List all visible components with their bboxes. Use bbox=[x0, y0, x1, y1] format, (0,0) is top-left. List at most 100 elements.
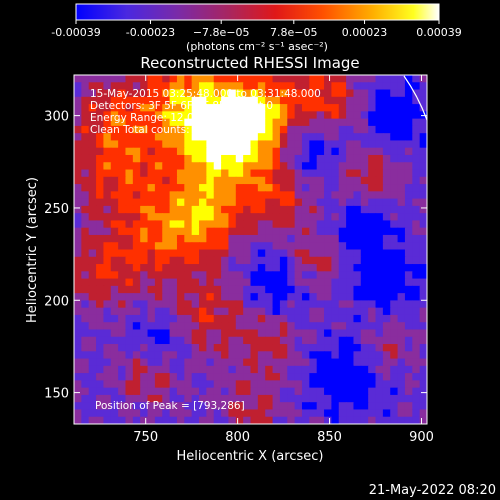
heatmap-cell bbox=[404, 278, 413, 287]
heatmap-cell bbox=[154, 373, 163, 381]
heatmap-cell bbox=[265, 147, 274, 156]
heatmap-cell bbox=[390, 75, 399, 83]
info-line-energy: Energy Range: 12.0 - 25.0 keV bbox=[90, 112, 251, 124]
heatmap-cell bbox=[184, 118, 193, 127]
heatmap-cell bbox=[309, 227, 318, 236]
heatmap bbox=[74, 75, 427, 424]
heatmap-cell bbox=[294, 416, 303, 424]
heatmap-cell bbox=[132, 147, 141, 156]
heatmap-cell bbox=[265, 198, 274, 207]
heatmap-cell bbox=[287, 242, 296, 251]
heatmap-cell bbox=[287, 111, 296, 120]
heatmap-cell bbox=[353, 394, 362, 403]
heatmap-cell bbox=[96, 104, 105, 112]
heatmap-cell bbox=[169, 104, 178, 112]
heatmap-cell bbox=[243, 234, 252, 243]
heatmap-cell bbox=[360, 111, 369, 120]
heatmap-cell bbox=[184, 184, 193, 192]
heatmap-cell bbox=[88, 373, 97, 381]
heatmap-cell bbox=[331, 322, 340, 331]
heatmap-cell bbox=[375, 329, 384, 338]
heatmap-cell bbox=[257, 205, 266, 214]
heatmap-cell bbox=[140, 307, 149, 316]
heatmap-cell bbox=[118, 220, 127, 229]
heatmap-cell bbox=[235, 416, 244, 424]
heatmap-cell bbox=[206, 380, 215, 389]
heatmap-cell bbox=[390, 365, 399, 374]
heatmap-cell bbox=[324, 96, 332, 105]
heatmap-cell bbox=[287, 344, 296, 352]
heatmap-cell bbox=[419, 213, 427, 222]
heatmap-cell bbox=[272, 409, 281, 418]
heatmap-cell bbox=[250, 264, 259, 272]
heatmap-cell bbox=[132, 285, 141, 294]
heatmap-cell bbox=[176, 104, 185, 112]
heatmap-cell bbox=[176, 336, 185, 345]
heatmap-cell bbox=[279, 264, 288, 272]
heatmap-cell bbox=[191, 104, 200, 112]
heatmap-cell bbox=[169, 140, 178, 149]
heatmap-cell bbox=[360, 82, 369, 91]
heatmap-cell bbox=[324, 162, 332, 171]
heatmap-cell bbox=[162, 409, 171, 418]
info-line-detectors: Detectors: 3F 5F 6F 7F 8F 9F, Att 0 bbox=[90, 100, 273, 112]
heatmap-cell bbox=[279, 322, 288, 331]
heatmap-cell bbox=[265, 242, 274, 251]
heatmap-cell bbox=[338, 278, 347, 287]
heatmap-cell bbox=[74, 75, 82, 83]
heatmap-cell bbox=[125, 351, 134, 360]
heatmap-cell bbox=[147, 264, 156, 272]
heatmap-cell bbox=[103, 133, 112, 142]
heatmap-cell bbox=[257, 96, 266, 105]
heatmap-cell bbox=[169, 82, 178, 91]
heatmap-cell bbox=[221, 118, 230, 127]
heatmap-cell bbox=[250, 104, 259, 112]
heatmap-cell bbox=[162, 394, 171, 403]
heatmap-cell bbox=[169, 365, 178, 374]
heatmap-cell bbox=[162, 213, 171, 222]
heatmap-cell bbox=[309, 329, 318, 338]
heatmap-cell bbox=[169, 176, 178, 185]
heatmap-cell bbox=[390, 133, 399, 142]
heatmap-cell bbox=[206, 205, 215, 214]
heatmap-cell bbox=[74, 118, 82, 127]
heatmap-cell bbox=[316, 198, 325, 207]
heatmap-cell bbox=[184, 154, 193, 163]
heatmap-cell bbox=[316, 307, 325, 316]
heatmap-cell bbox=[412, 227, 421, 236]
heatmap-cell bbox=[228, 271, 237, 280]
heatmap-cell bbox=[176, 409, 185, 418]
heatmap-cell bbox=[338, 293, 347, 301]
heatmap-cell bbox=[118, 285, 127, 294]
heatmap-cell bbox=[412, 140, 421, 149]
heatmap-cell bbox=[74, 373, 82, 381]
heatmap-cell bbox=[250, 344, 259, 352]
heatmap-cell bbox=[169, 264, 178, 272]
heatmap-cell bbox=[110, 234, 119, 243]
heatmap-cell bbox=[272, 96, 281, 105]
heatmap-cell bbox=[375, 336, 384, 345]
heatmap-cell bbox=[382, 416, 391, 424]
heatmap-cell bbox=[81, 133, 90, 142]
heatmap-cell bbox=[331, 82, 340, 91]
heatmap-cell bbox=[257, 271, 266, 280]
heatmap-cell bbox=[88, 351, 97, 360]
heatmap-cell bbox=[118, 242, 127, 251]
heatmap-cell bbox=[294, 242, 303, 251]
heatmap-cell bbox=[110, 394, 119, 403]
heatmap-cell bbox=[397, 264, 406, 272]
heatmap-cell bbox=[221, 169, 230, 178]
heatmap-cell bbox=[118, 387, 127, 396]
heatmap-cell bbox=[125, 293, 134, 301]
heatmap-cell bbox=[338, 394, 347, 403]
heatmap-cell bbox=[294, 89, 303, 98]
heatmap-cell bbox=[368, 133, 377, 142]
heatmap-cell bbox=[257, 322, 266, 331]
heatmap-cell bbox=[213, 82, 222, 91]
heatmap-cell bbox=[412, 242, 421, 251]
heatmap-cell bbox=[162, 373, 171, 381]
heatmap-cell bbox=[103, 300, 112, 309]
heatmap-cell bbox=[309, 249, 318, 258]
heatmap-cell bbox=[154, 169, 163, 178]
heatmap-cell bbox=[243, 75, 252, 83]
